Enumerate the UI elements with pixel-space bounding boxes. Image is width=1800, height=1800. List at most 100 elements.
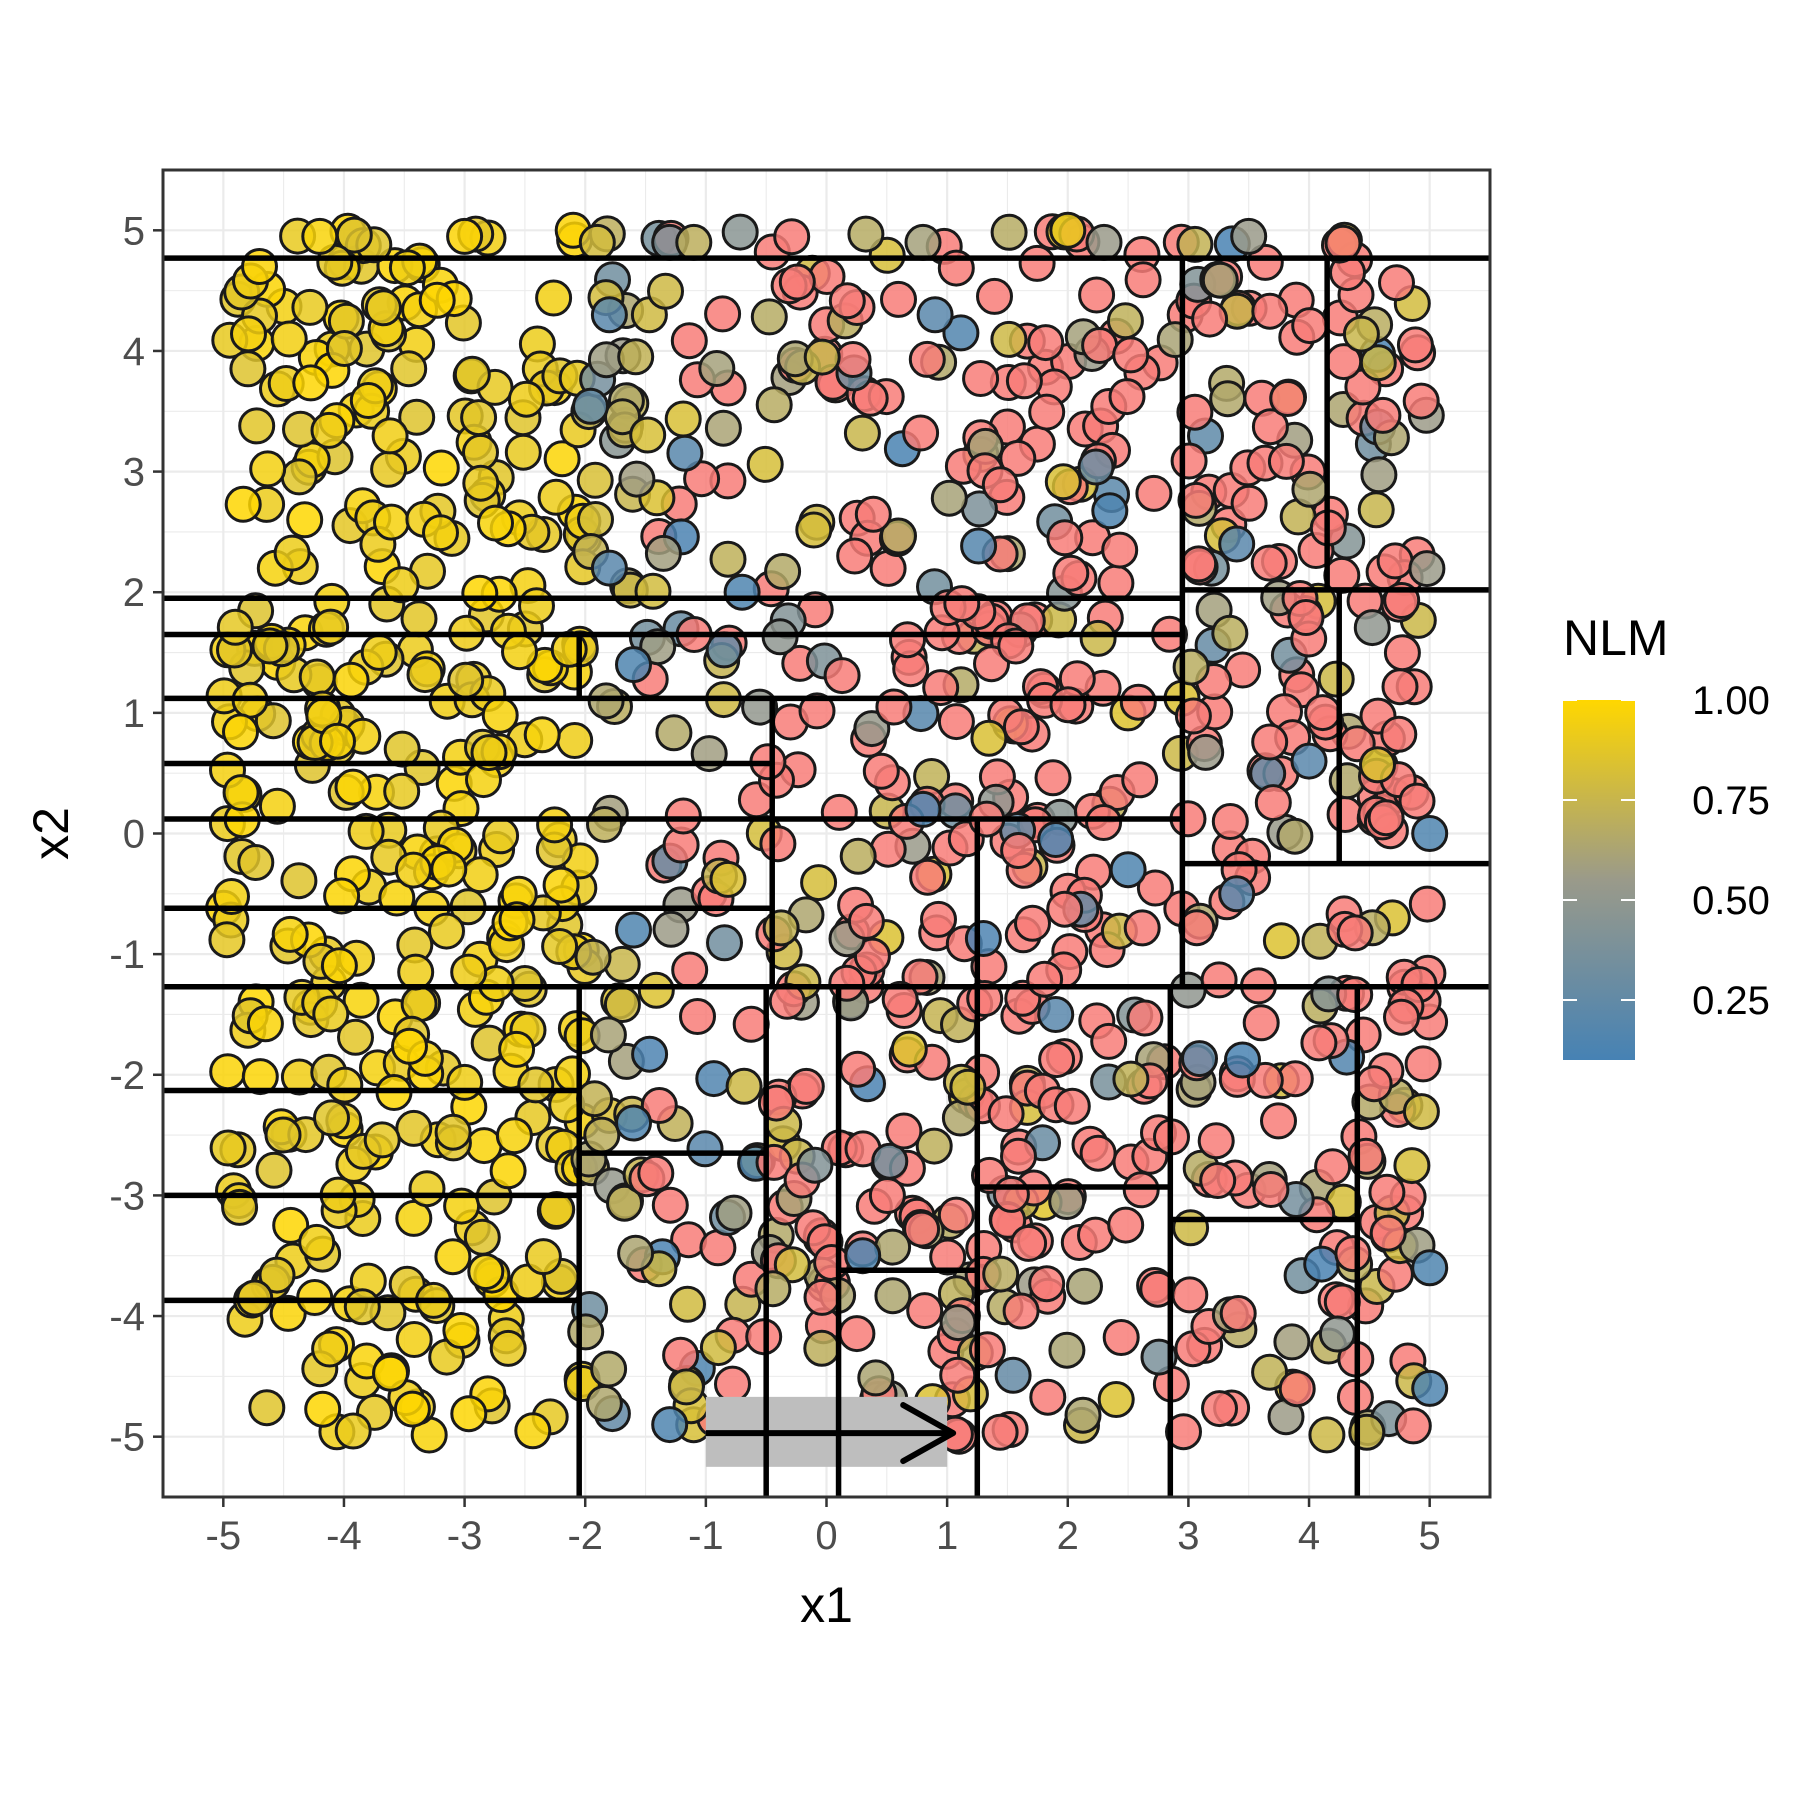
data-point [990, 320, 1028, 358]
data-point [398, 398, 436, 436]
data-point [634, 572, 672, 610]
y-tick-label: 0 [123, 813, 145, 857]
data-point [343, 1288, 381, 1326]
data-point [334, 1412, 372, 1450]
data-point [857, 1359, 895, 1397]
data-point [1383, 998, 1420, 1036]
data-point [1097, 1381, 1135, 1418]
data-point [1191, 300, 1229, 338]
y-axis-title: x2 [23, 807, 79, 860]
data-point [254, 702, 292, 740]
data-point [342, 981, 380, 1019]
data-point [224, 485, 262, 523]
colorbar-label: 0.75 [1692, 779, 1770, 823]
data-point [854, 495, 892, 533]
data-point [332, 661, 370, 699]
data-point [1140, 1338, 1178, 1376]
legend-title: NLM [1563, 610, 1669, 666]
data-point [1376, 542, 1414, 580]
data-point [393, 1390, 431, 1428]
data-point [1078, 276, 1116, 314]
data-point [1251, 292, 1289, 330]
data-point [1269, 380, 1307, 417]
data-point [732, 1005, 770, 1043]
data-point [1136, 869, 1174, 907]
data-point [216, 608, 254, 646]
data-point [310, 411, 348, 449]
data-point [364, 289, 402, 327]
data-point [909, 858, 947, 896]
data-point [1046, 890, 1084, 928]
data-point [667, 1368, 705, 1406]
data-point [929, 1238, 967, 1276]
data-point [960, 527, 998, 565]
data-point [542, 866, 580, 904]
data-point [1218, 525, 1256, 563]
data-point [373, 503, 410, 541]
data-point [489, 1329, 527, 1367]
data-point [313, 1099, 350, 1137]
data-point [1109, 851, 1147, 889]
data-point [937, 703, 975, 741]
data-point [1026, 960, 1064, 998]
data-point [800, 864, 838, 902]
data-point [391, 1027, 428, 1065]
data-point [280, 862, 318, 900]
data-point [578, 223, 616, 261]
y-axis: -5 -4 -3 -2 -1 0 1 2 3 4 5 [109, 209, 163, 1460]
data-point [723, 573, 761, 611]
data-point [1411, 815, 1449, 852]
data-point [264, 1116, 302, 1154]
data-point [1246, 243, 1284, 281]
data-point [1169, 971, 1207, 1009]
data-point [920, 900, 957, 938]
data-point [698, 350, 736, 387]
data-point [704, 409, 742, 447]
data-point [1267, 442, 1305, 480]
data-point [915, 1127, 953, 1165]
data-point [603, 986, 641, 1023]
data-point [221, 1188, 259, 1226]
data-point [400, 985, 438, 1023]
data-point [1219, 1295, 1257, 1332]
data-point [460, 399, 498, 437]
data-point [334, 768, 372, 806]
data-point [666, 434, 704, 472]
colorbar [1563, 700, 1635, 1060]
data-point [1308, 1416, 1346, 1454]
data-point [640, 1087, 678, 1124]
data-point [823, 657, 861, 695]
data-point [839, 1050, 877, 1088]
data-point [319, 722, 356, 760]
data-point [1211, 803, 1249, 840]
data-point [495, 1117, 533, 1155]
data-point [238, 407, 276, 445]
data-point [518, 587, 555, 625]
data-point [323, 877, 361, 915]
data-point [541, 928, 579, 965]
data-point [1181, 1040, 1218, 1078]
data-point [1368, 1173, 1406, 1211]
data-point [773, 218, 811, 256]
y-tick-label: -5 [109, 1416, 145, 1460]
data-point [709, 860, 747, 898]
data-point [590, 1350, 628, 1388]
data-point [890, 1030, 928, 1068]
data-point [498, 901, 536, 939]
data-point [395, 1109, 433, 1147]
data-point [773, 1246, 811, 1284]
data-point [943, 585, 981, 623]
arrow-annotation [705, 1396, 957, 1467]
data-point [428, 912, 465, 950]
x-tick-label: -4 [326, 1514, 362, 1558]
data-point [1201, 261, 1239, 299]
x-axis-title: x1 [800, 1577, 853, 1633]
data-point [889, 621, 926, 659]
data-point [885, 1112, 923, 1150]
data-point [853, 937, 891, 975]
data-point [1018, 244, 1056, 282]
data-point [664, 400, 702, 438]
y-tick-label: 1 [123, 692, 145, 736]
data-point [1273, 1323, 1311, 1361]
data-point [1046, 519, 1084, 557]
